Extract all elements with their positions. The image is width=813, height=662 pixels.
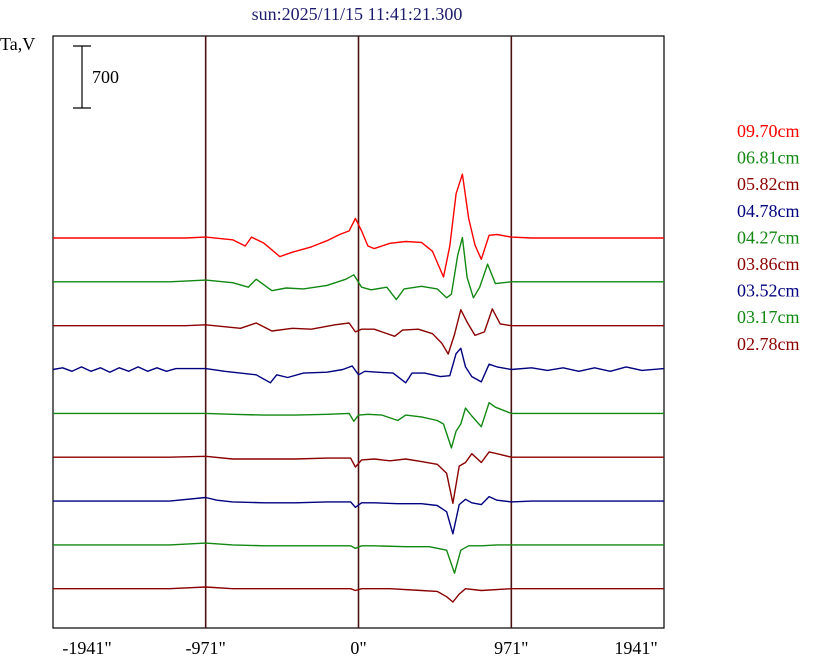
vertical-reference-lines bbox=[204, 36, 513, 628]
x-tick-label: 0" bbox=[350, 638, 366, 658]
series-line-06.81cm bbox=[53, 236, 664, 301]
legend-entry: 03.17cm bbox=[737, 307, 800, 327]
chart-title: sun:2025/11/15 11:41:21.300 bbox=[252, 4, 463, 24]
x-tick-label: -1941" bbox=[62, 638, 111, 658]
x-tick-label: 1941" bbox=[614, 638, 657, 658]
traces bbox=[52, 173, 665, 603]
legend: 09.70cm 06.81cm 05.82cm 04.78cm 04.27cm 03.86… bbox=[737, 121, 800, 354]
legend-entry: 03.52cm bbox=[737, 281, 800, 301]
legend-entry: 03.86cm bbox=[737, 254, 800, 274]
series-line-03.86cm bbox=[53, 451, 664, 504]
scale-bar: 700 bbox=[73, 45, 119, 109]
series-line-04.27cm bbox=[53, 402, 664, 449]
series-line-04.78cm bbox=[52, 347, 665, 384]
series-line-09.70cm bbox=[53, 173, 664, 278]
legend-entry: 05.82cm bbox=[737, 174, 800, 194]
y-axis-label: Ta,V bbox=[0, 34, 35, 54]
legend-entry: 04.27cm bbox=[737, 227, 800, 247]
series-line-03.17cm bbox=[53, 542, 664, 574]
x-tick-label: 971" bbox=[494, 638, 528, 658]
legend-entry: 09.70cm bbox=[737, 121, 800, 141]
scale-bar-label: 700 bbox=[92, 67, 119, 87]
x-tick-label: -971" bbox=[185, 638, 225, 658]
series-line-03.52cm bbox=[53, 495, 664, 535]
legend-entry: 04.78cm bbox=[737, 201, 800, 221]
series-line-05.82cm bbox=[53, 308, 664, 355]
legend-entry: 06.81cm bbox=[737, 148, 800, 168]
legend-entry: 02.78cm bbox=[737, 334, 800, 354]
series-line-02.78cm bbox=[53, 586, 664, 603]
x-tick-labels: -1941" -971" 0" 971" 1941" bbox=[62, 638, 657, 658]
